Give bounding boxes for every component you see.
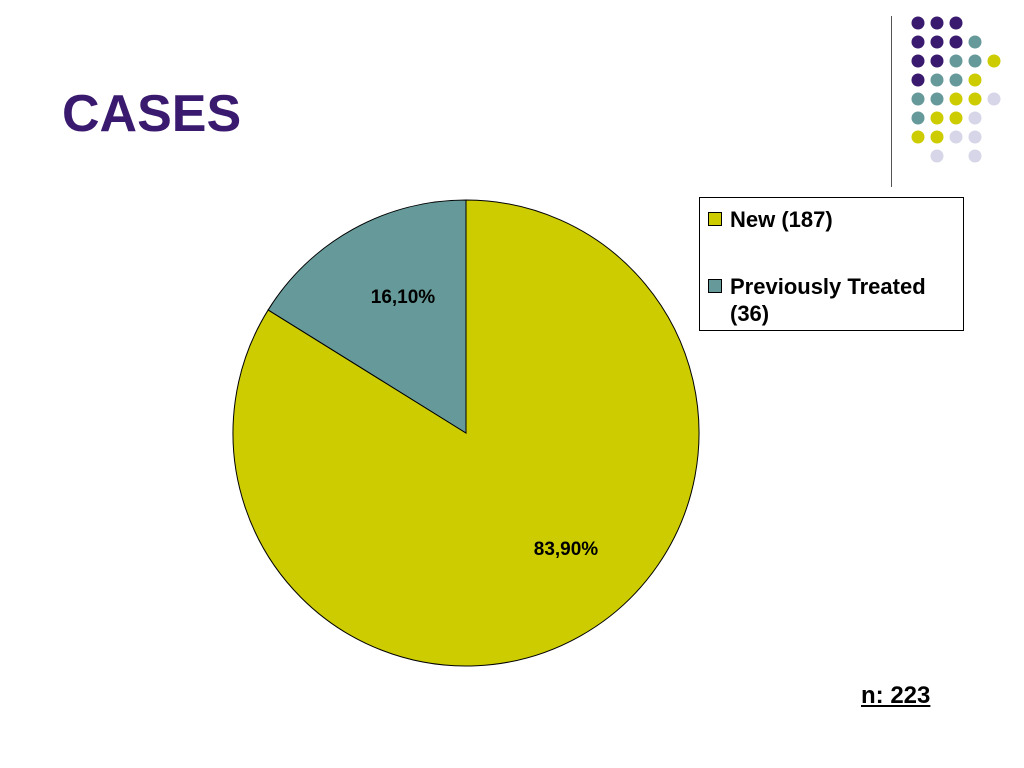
legend-item-previously-treated: Previously Treated (36) <box>708 273 960 327</box>
legend-swatch-new <box>708 212 722 226</box>
slide-title: CASES <box>62 85 242 143</box>
legend-item-new: New (187) <box>708 206 960 233</box>
pie-slice-previously-treated <box>267 199 467 434</box>
header-divider <box>891 16 892 187</box>
chart-legend: New (187) Previously Treated (36) <box>699 197 964 331</box>
pie-label-previously-treated: 16,10% <box>371 287 436 308</box>
legend-swatch-previously-treated <box>708 279 722 293</box>
sample-size-footnote: n: 223 <box>861 682 931 709</box>
legend-label-previously-treated: Previously Treated (36) <box>730 274 926 326</box>
pie-label-new: 83,90% <box>534 539 599 560</box>
legend-label-new: New (187) <box>730 207 833 232</box>
